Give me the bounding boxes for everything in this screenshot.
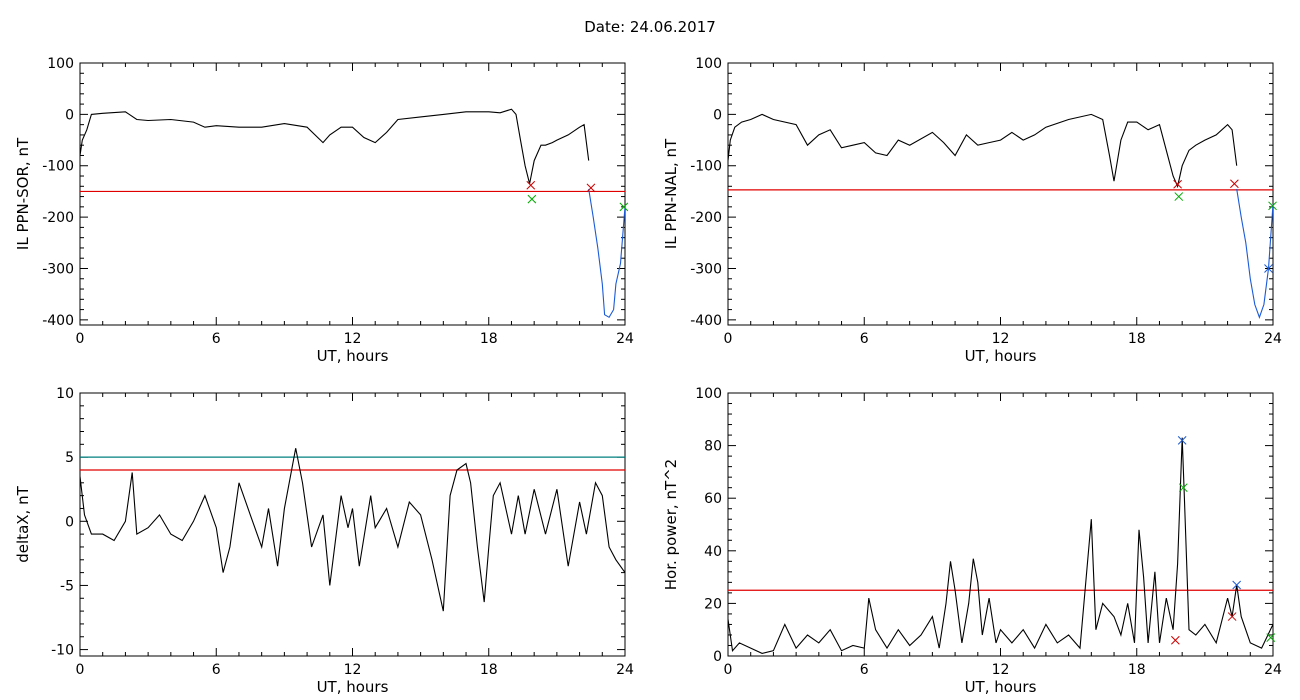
y-tick-label: -300	[690, 261, 722, 277]
x-tick-label: 12	[344, 331, 362, 347]
x-tick-label: 6	[860, 662, 869, 678]
y-tick-label: 80	[704, 439, 722, 455]
chart-il-ppn-sor: 0 6 12 18 24 -400 -300 -200 -100 0 100 UT, hours IL …	[14, 56, 634, 365]
x-axis-label: UT, hours	[317, 347, 389, 365]
series-line	[728, 437, 1273, 654]
x-tick-label: 0	[724, 662, 733, 678]
y-axis-label: deltaX, nT	[14, 485, 32, 562]
y-tick-label: -100	[42, 159, 74, 175]
data-marker	[619, 202, 629, 212]
series-line	[728, 113, 1238, 189]
y-tick-label: 20	[704, 596, 722, 612]
x-tick-label: 18	[1128, 331, 1146, 347]
plot-frame	[79, 62, 626, 326]
data-marker	[1227, 612, 1237, 621]
plot-frame	[727, 62, 1274, 326]
x-tick-label: 0	[724, 331, 733, 347]
y-tick-label: 60	[704, 491, 722, 507]
y-tick-label: 100	[47, 56, 74, 72]
x-tick-label: 24	[1264, 662, 1282, 678]
data-marker	[586, 183, 596, 193]
y-tick-label: 0	[65, 514, 74, 530]
series-line	[1236, 188, 1273, 319]
y-axis-label: IL PPN-NAL, nT	[662, 138, 680, 249]
y-tick-label: 0	[713, 649, 722, 665]
data-marker	[526, 180, 536, 190]
x-tick-label: 6	[860, 331, 869, 347]
y-tick-label: -400	[690, 313, 722, 329]
y-tick-label: -400	[42, 313, 74, 329]
x-axis-label: UT, hours	[965, 678, 1037, 695]
y-tick-label: -200	[42, 210, 74, 226]
y-axis-label: IL PPN-SOR, nT	[14, 137, 32, 250]
x-tick-label: 12	[992, 662, 1010, 678]
x-tick-label: 6	[212, 331, 221, 347]
y-tick-label: 10	[56, 386, 74, 402]
x-axis-label: UT, hours	[317, 678, 389, 695]
x-tick-label: 12	[992, 331, 1010, 347]
y-tick-label: -5	[60, 578, 74, 594]
series-line	[588, 188, 625, 319]
x-tick-label: 24	[616, 662, 634, 678]
chart-hor-power: 0 6 12 18 24 0 20 40 60 80 100 UT, hours Hor. power,…	[662, 386, 1282, 695]
x-tick-label: 6	[212, 662, 221, 678]
data-marker	[1171, 635, 1180, 645]
y-tick-label: 100	[695, 386, 722, 402]
data-marker	[1178, 483, 1188, 493]
data-marker	[1232, 580, 1242, 590]
y-tick-label: -200	[690, 210, 722, 226]
y-tick-label: 5	[65, 450, 74, 466]
x-tick-label: 0	[76, 331, 85, 347]
figure-title: Date: 24.06.2017	[584, 18, 716, 36]
y-tick-label: -100	[690, 159, 722, 175]
x-tick-label: 12	[344, 662, 362, 678]
x-tick-label: 24	[1264, 331, 1282, 347]
chart-il-ppn-nal: 0 6 12 18 24 -400 -300 -200 -100 0 100 UT, hours IL …	[662, 56, 1282, 365]
y-tick-label: 40	[704, 544, 722, 560]
x-tick-label: 24	[616, 331, 634, 347]
data-marker	[1268, 201, 1277, 211]
data-marker	[1174, 192, 1184, 201]
chart-deltax: 0 6 12 18 24 -10 -5 0 5 10 UT, hours deltaX, nT	[14, 386, 634, 695]
data-marker	[1230, 179, 1239, 189]
y-tick-label: -300	[42, 261, 74, 277]
x-tick-label: 18	[1128, 662, 1146, 678]
y-tick-label: 100	[695, 56, 722, 72]
y-axis-label: Hor. power, nT^2	[662, 459, 680, 590]
y-tick-label: 0	[65, 107, 74, 123]
plot-frame	[727, 392, 1274, 657]
x-axis-label: UT, hours	[965, 347, 1037, 365]
data-marker	[527, 194, 537, 204]
data-marker	[1264, 264, 1273, 273]
y-tick-label: -10	[51, 643, 74, 659]
data-marker	[1173, 179, 1182, 189]
data-marker	[1266, 633, 1276, 642]
x-tick-label: 0	[76, 662, 85, 678]
data-marker	[1177, 435, 1187, 445]
x-tick-label: 18	[480, 331, 498, 347]
y-tick-label: 0	[713, 107, 722, 123]
series-line	[80, 448, 625, 612]
x-tick-label: 18	[480, 662, 498, 678]
series-line	[80, 108, 590, 184]
